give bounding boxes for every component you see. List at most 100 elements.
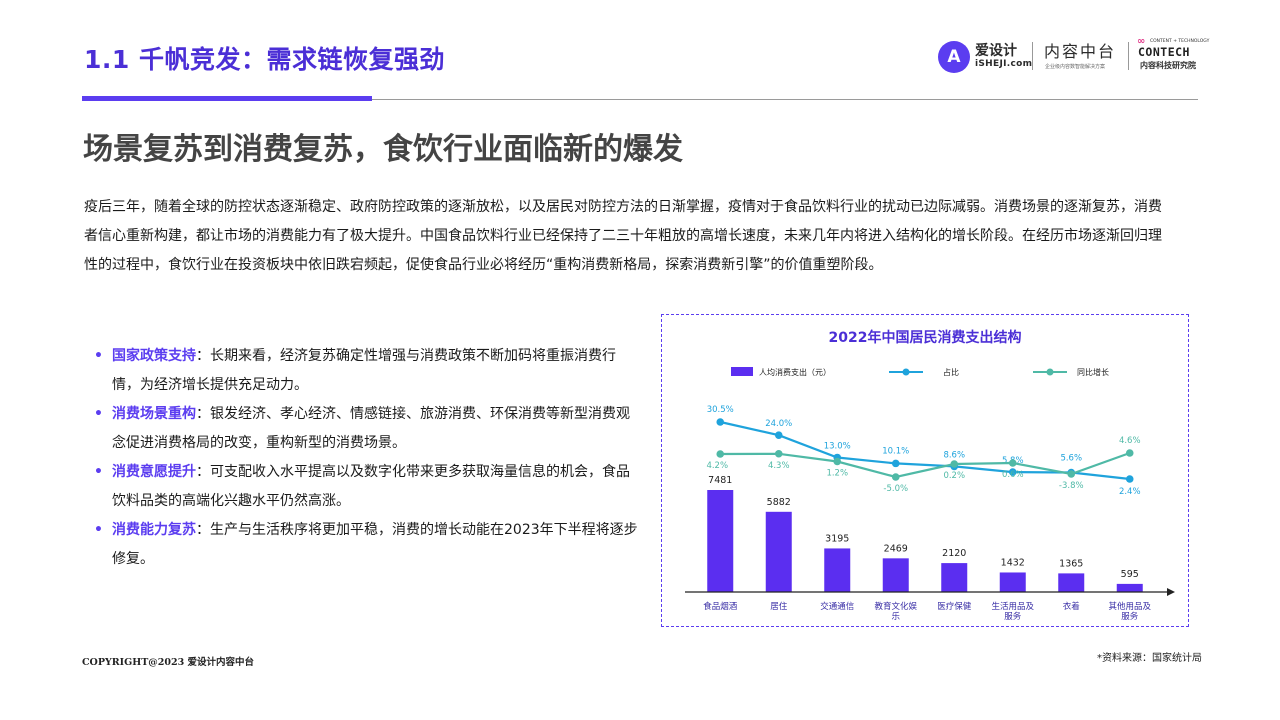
series-point xyxy=(891,473,900,481)
series-point xyxy=(716,418,725,426)
legend-label: 占比 xyxy=(943,367,959,377)
content-platform-logo: 内容中台 企业级内容数智能解决方案 xyxy=(1044,36,1134,76)
bar xyxy=(765,511,792,592)
data-label: 5.6% xyxy=(1060,454,1082,464)
bullet-item: • 国家政策支持：长期来看，经济复苏确定性增强与消费政策不断加码将重振消费行情，为… xyxy=(90,342,640,400)
series-point xyxy=(1125,449,1134,457)
chart-frame xyxy=(661,314,1189,627)
legend-marker xyxy=(1046,368,1054,376)
isheji-logo: A 爱设计 iSHEJI.com xyxy=(938,36,1033,76)
consumption-structure-chart: 2022年中国居民消费支出结构 人均消费支出（元） 占比 同比增长 7481 5882… xyxy=(685,329,1175,622)
data-label: 0.6% xyxy=(1002,470,1024,480)
series-point xyxy=(716,450,725,458)
bar-value-label: 595 xyxy=(1121,569,1139,580)
x-tick-label: 生活用品及 xyxy=(991,601,1034,612)
data-source: *资料来源：国家统计局 xyxy=(1097,653,1202,664)
contech-tagline: CONTENT + TECHNOLOGY xyxy=(1150,39,1210,44)
line-series: 30.5%24.0%13.0%10.1%8.6%5.8%5.6%2.4%4.2%… xyxy=(706,405,1140,497)
bullet-lead: 国家政策支持 xyxy=(112,348,196,364)
bullet-text: ：银发经济、孝心经济、情感链接、旅游消费、环保消费等新型消费观念促进消费格局的改… xyxy=(112,406,630,451)
x-tick-label: 居住 xyxy=(770,601,788,612)
bullet-item: • 消费意愿提升：可支配收入水平提高以及数字化带来更多获取海量信息的机会，食品饮料… xyxy=(90,458,640,516)
bullet-text: ：长期来看，经济复苏确定性增强与消费政策不断加码将重振消费行情，为经济增长提供充… xyxy=(112,348,616,393)
contech-logo: ∞ CONTENT + TECHNOLOGY CONTECH 内容科技研究院 xyxy=(1136,36,1209,76)
bar xyxy=(707,490,734,592)
bullet-list: • 国家政策支持：长期来看，经济复苏确定性增强与消费政策不断加码将重振消费行情，为… xyxy=(90,342,640,574)
intro-paragraph: 疫后三年，随着全球的防控状态逐渐稳定、政府防控政策的逐渐放松，以及居民对防控方法… xyxy=(84,199,1162,273)
bullet-dot-icon: • xyxy=(94,348,103,364)
data-label: -5.0% xyxy=(883,484,908,494)
series-line xyxy=(720,451,1131,479)
bullet-dot-icon: • xyxy=(94,406,103,422)
legend-swatch xyxy=(731,367,753,376)
bar xyxy=(824,548,851,592)
data-label: 13.0% xyxy=(824,441,851,451)
series-point xyxy=(1125,475,1134,483)
bar-value-label: 1365 xyxy=(1059,558,1083,569)
isheji-logo-en: iSHEJI.com xyxy=(975,59,1033,69)
bullet-lead: 消费场景重构 xyxy=(112,406,196,422)
data-label: 24.0% xyxy=(765,419,792,429)
bullet-item: • 消费能力复苏：生产与生活秩序将更加平稳，消费的增长动能在2023年下半程将逐步… xyxy=(90,516,640,574)
series-point xyxy=(1008,468,1017,476)
data-label: 4.6% xyxy=(1119,436,1141,446)
header-accent-rule xyxy=(82,96,372,101)
data-label: 0.2% xyxy=(943,471,965,481)
bar-value-label: 1432 xyxy=(1001,557,1025,568)
bullet-lead: 消费意愿提升 xyxy=(112,464,196,480)
bullet-text: ：生产与生活秩序将更加平稳，消费的增长动能在2023年下半程将逐步修复。 xyxy=(112,522,638,567)
x-tick-label: 食品烟酒 xyxy=(703,601,738,612)
x-tick-label: 其他用品及 xyxy=(1108,601,1151,612)
content-platform-name: 内容中台 xyxy=(1044,42,1117,61)
bullet-item: • 消费场景重构：银发经济、孝心经济、情感链接、旅游消费、环保消费等新型消费观念促… xyxy=(90,400,640,458)
bar xyxy=(1116,583,1143,592)
contech-institute: 内容科技研究院 xyxy=(1140,61,1196,70)
x-tick-label: 乐 xyxy=(891,611,900,622)
header-rule xyxy=(372,99,1198,100)
series-point xyxy=(950,460,959,468)
x-tick-label: 衣着 xyxy=(1063,601,1080,612)
x-tick-label: 服务 xyxy=(1004,611,1022,622)
x-axis-arrow-icon xyxy=(1167,588,1175,596)
series-point xyxy=(891,459,900,468)
bullet-dot-icon: • xyxy=(94,522,103,538)
contech-wordmark: CONTECH xyxy=(1138,45,1190,59)
page-headline: 场景复苏到消费复苏，食饮行业面临新的爆发 xyxy=(83,132,683,167)
bar xyxy=(999,572,1026,592)
chart-title: 2022年中国居民消费支出结构 xyxy=(829,329,1022,346)
bar xyxy=(941,563,968,592)
bullet-text: ：可支配收入水平提高以及数字化带来更多获取海量信息的机会，食品饮料品类的高端化兴… xyxy=(112,464,630,509)
x-tick-label: 医疗保健 xyxy=(937,601,972,612)
x-tick-label: 教育文化娱 xyxy=(874,601,917,612)
bar-series: 7481 5882 3195 2469 2120 1432 1365 595 xyxy=(707,475,1143,592)
bullet-lead: 消费能力复苏 xyxy=(112,522,196,538)
isheji-logo-icon: A xyxy=(938,41,970,73)
data-label: 2.4% xyxy=(1119,487,1141,497)
bullet-dot-icon: • xyxy=(94,464,103,480)
bar-value-label: 2469 xyxy=(884,543,908,554)
x-tick-label: 交通通信 xyxy=(820,601,855,612)
contech-ring-icon: ∞ xyxy=(1137,36,1146,47)
chart-legend: 人均消费支出（元） 占比 同比增长 xyxy=(731,367,1109,377)
series-point xyxy=(1008,459,1017,467)
series-point xyxy=(833,457,842,466)
section-title: 1.1 千帆竞发：需求链恢复强劲 xyxy=(84,45,445,74)
legend-marker xyxy=(902,368,910,376)
bar-value-label: 7481 xyxy=(708,475,732,486)
data-label: 30.5% xyxy=(707,405,734,415)
bar xyxy=(1058,573,1085,592)
series-point xyxy=(1067,470,1076,478)
brand-divider xyxy=(1128,42,1129,70)
copyright: COPYRIGHT@2023 爱设计内容中台 xyxy=(82,657,255,668)
data-label: 4.2% xyxy=(706,461,728,471)
legend-label: 同比增长 xyxy=(1077,367,1109,377)
brand-divider xyxy=(1032,42,1033,70)
series-point xyxy=(774,431,783,439)
bar-value-label: 3195 xyxy=(825,533,849,544)
legend-label: 人均消费支出（元） xyxy=(759,367,831,377)
bar-value-label: 2120 xyxy=(942,548,966,559)
bar xyxy=(882,558,909,592)
data-label: 8.6% xyxy=(943,450,965,460)
x-tick-label: 服务 xyxy=(1121,611,1139,622)
